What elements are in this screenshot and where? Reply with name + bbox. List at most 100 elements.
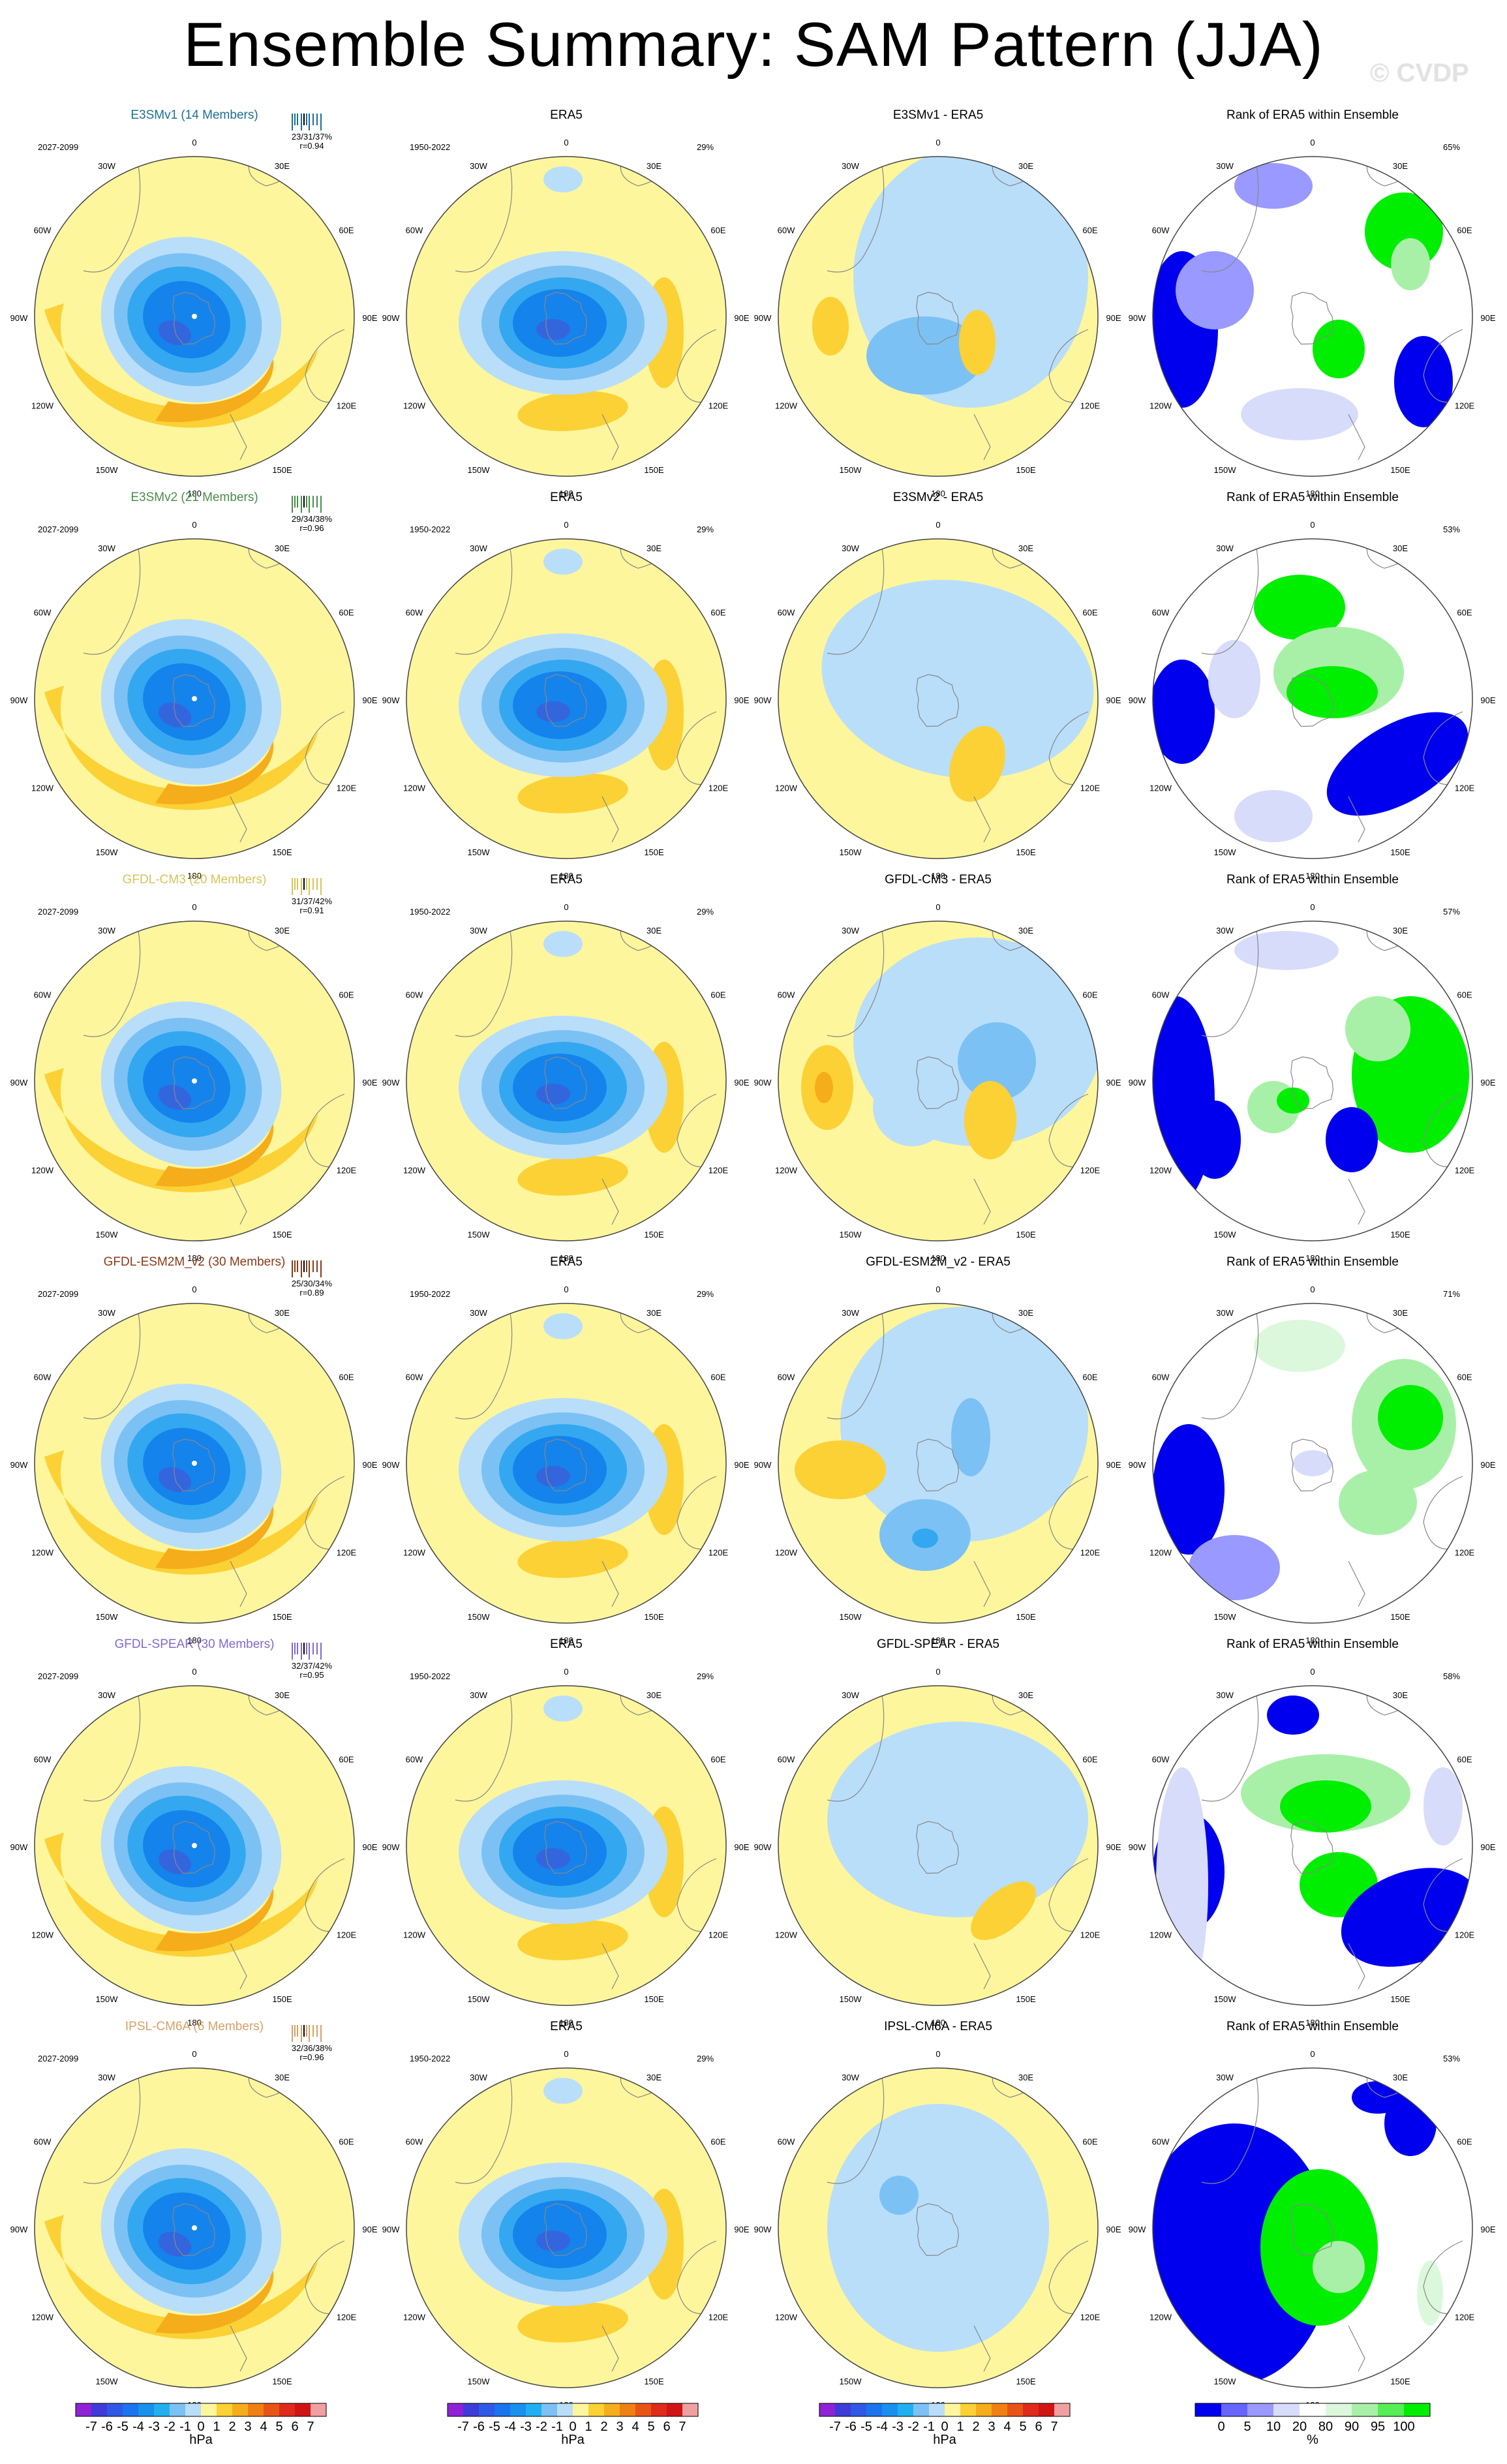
colorbar-obs: -7 -6 -5 -4 -3 -2 -1 0 1 2 3 4 5 6 7 hPa xyxy=(447,2403,699,2447)
obs-pct: 29% xyxy=(697,525,714,534)
colorbar-tick-label: -4 xyxy=(876,2420,888,2434)
obs-title: ERA5 xyxy=(550,2020,583,2033)
diff-anomaly-1 xyxy=(951,1398,990,1476)
lon-label: 30E xyxy=(1393,2073,1408,2082)
lon-label: 0 xyxy=(192,902,196,912)
colorbar-tick-label: 4 xyxy=(632,2420,639,2434)
lon-label: 30E xyxy=(275,926,290,935)
map-fields xyxy=(1153,921,1472,1241)
australia-coastline xyxy=(1423,1476,1463,1550)
antarctica-coastline xyxy=(544,1821,588,1874)
diff-title: E3SMv1 - ERA5 xyxy=(893,108,983,122)
australia-coastline xyxy=(677,1093,717,1168)
lon-label: 90E xyxy=(1106,1078,1121,1088)
lon-label: 150W xyxy=(1214,1994,1237,2004)
lon-label: 60E xyxy=(339,608,354,618)
lon-label: 60E xyxy=(710,226,725,236)
rank-region-5 xyxy=(1326,1107,1378,1172)
lon-label: 30E xyxy=(275,1308,290,1318)
colorbar-tick-label: 95 xyxy=(1371,2420,1385,2434)
colorbar-diff: -7 -6 -5 -4 -3 -2 -1 0 1 2 3 4 5 6 7 hPa xyxy=(819,2403,1071,2447)
colorbar-swatch xyxy=(138,2403,154,2416)
lon-label: 90E xyxy=(1106,695,1121,705)
lon-label: 90W xyxy=(382,1842,400,1852)
lon-label: 0 xyxy=(192,2049,196,2059)
map-fields xyxy=(1153,1303,1472,1623)
lon-label: 90W xyxy=(382,1078,400,1088)
model-stats: 32/36/38% xyxy=(292,2043,333,2053)
lon-label: 90W xyxy=(1129,695,1146,705)
lon-label: 120E xyxy=(1455,1166,1475,1176)
model-years: 2027-2099 xyxy=(38,907,78,917)
colorbar-tick-label: 4 xyxy=(1003,2420,1011,2434)
lon-label: 30W xyxy=(98,1308,115,1318)
lon-label: 180 xyxy=(559,871,573,881)
colorbar-swatch xyxy=(448,2403,463,2416)
negative-anomaly-5 xyxy=(536,701,570,722)
map-border xyxy=(34,1685,355,2006)
lon-label: 90E xyxy=(362,2225,377,2234)
colorbar-tick-label: -6 xyxy=(845,2420,857,2434)
colorbar-swatch xyxy=(1023,2403,1039,2416)
lon-label: 90E xyxy=(1106,2225,1121,2234)
colorbar-swatch xyxy=(651,2403,667,2416)
antarctica-coastline xyxy=(544,292,588,345)
south-america-coastline xyxy=(827,1303,885,1420)
lon-label: 120E xyxy=(1455,401,1475,411)
colorbar-swatch xyxy=(217,2403,232,2416)
colorbar-tick-label: 0 xyxy=(197,2420,204,2434)
lon-label: 180 xyxy=(931,871,945,881)
obs-title: ERA5 xyxy=(550,1255,583,1269)
colorbar-tick-label: 1 xyxy=(585,2420,592,2434)
map-border xyxy=(34,920,355,1241)
colorbar-unit: % xyxy=(1307,2433,1318,2447)
negative-anomaly-north xyxy=(543,549,583,575)
lon-label: 150E xyxy=(644,465,664,475)
colorbar-swatch xyxy=(604,2403,620,2416)
colorbar-swatch xyxy=(557,2403,573,2416)
rank-region-7 xyxy=(1241,388,1358,440)
model-title: GFDL-ESM2M_v2 (30 Members) xyxy=(104,1255,286,1269)
colorbar-unit: hPa xyxy=(561,2433,585,2447)
diff-anomaly-1 xyxy=(949,725,1005,802)
lon-label: 120W xyxy=(403,1548,426,1558)
lon-label: 30E xyxy=(1393,161,1408,171)
colorbar-tick-label: 0 xyxy=(941,2420,948,2434)
south-america-coastline xyxy=(83,157,141,273)
positive-anomaly-ring xyxy=(44,1068,318,1193)
lon-label: 120E xyxy=(337,2313,357,2322)
south-america-coastline xyxy=(827,539,885,655)
positive-anomaly-core xyxy=(155,1885,274,1951)
lon-label: 30E xyxy=(275,161,290,171)
positive-anomaly-core xyxy=(155,2267,274,2334)
lon-label: 150W xyxy=(840,1994,862,2004)
lon-label: 180 xyxy=(1305,1635,1320,1645)
rank-region-4 xyxy=(1254,1320,1345,1372)
lon-label: 90W xyxy=(10,1842,28,1852)
australia-coastline xyxy=(305,1476,345,1550)
lon-label: 150W xyxy=(1214,465,1237,475)
lon-label: 150E xyxy=(644,847,664,857)
colorbar-swatch xyxy=(541,2403,557,2416)
lon-label: 30E xyxy=(1393,1308,1408,1318)
antarctica-coastline xyxy=(1290,1821,1334,1874)
rank-region-3 xyxy=(1378,1385,1443,1450)
colorbar-swatch xyxy=(992,2403,1007,2416)
lon-label: 120E xyxy=(708,783,729,793)
lon-label: 0 xyxy=(1310,902,1315,912)
new-zealand-coastline xyxy=(230,414,247,461)
model-r: r=0.94 xyxy=(299,141,324,151)
lon-label: 120W xyxy=(1149,1166,1172,1176)
colorbar-tick-label: 10 xyxy=(1266,2420,1281,2434)
australia-coastline xyxy=(1423,1858,1463,1932)
lon-label: 150E xyxy=(1390,847,1410,857)
south-america-coastline xyxy=(827,921,885,1037)
colorbar-swatch xyxy=(510,2403,526,2416)
pole-marker xyxy=(192,1078,197,1084)
map-border xyxy=(34,1303,355,1624)
colorbar-swatch xyxy=(264,2403,279,2416)
positive-anomaly-ring xyxy=(44,2215,318,2339)
model-years: 2027-2099 xyxy=(38,2054,78,2063)
